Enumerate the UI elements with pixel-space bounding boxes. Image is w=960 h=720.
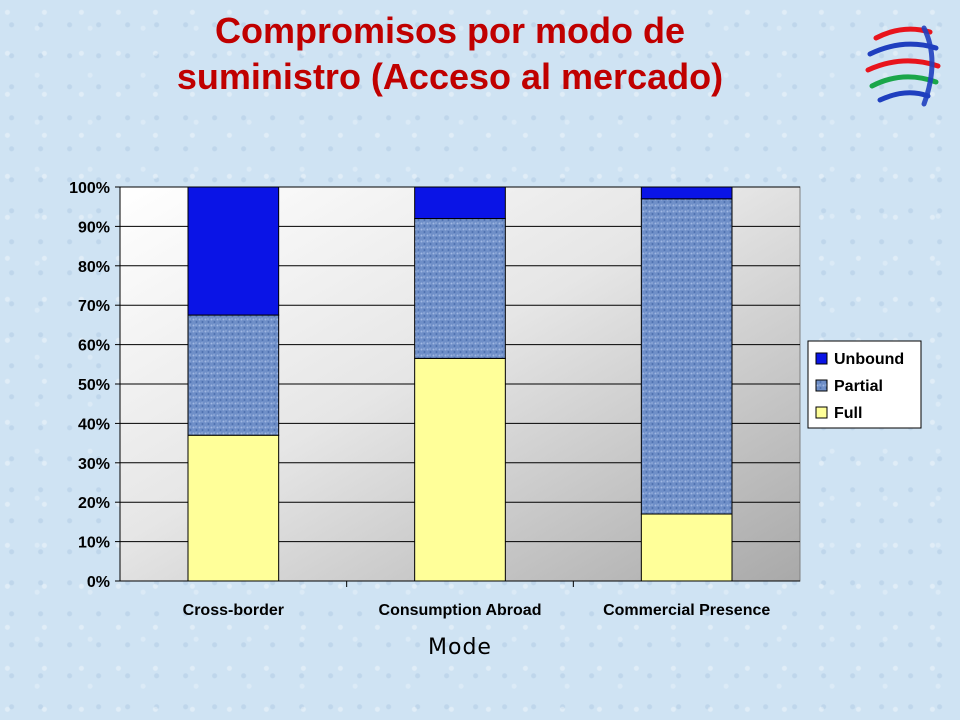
legend-label-unbound: Unbound: [834, 351, 904, 368]
bar-segment-partial: [640, 198, 733, 515]
y-tick-label: 80%: [78, 259, 110, 276]
legend-label-partial: Partial: [834, 378, 883, 395]
x-tick-label: Cross-border: [183, 602, 284, 619]
x-axis-label: Mode: [428, 635, 492, 660]
legend-swatch-full: [815, 406, 828, 419]
x-tick-label: Commercial Presence: [603, 602, 770, 619]
legend-label-full: Full: [834, 405, 862, 422]
bar-segment-full: [187, 434, 280, 582]
legend: Unbound Partial Full: [807, 340, 922, 429]
y-tick-label: 60%: [78, 338, 110, 355]
legend-swatch-partial: [815, 379, 828, 392]
title-line-1: Compromisos por modo de: [214, 10, 686, 51]
y-tick-label: 10%: [78, 535, 110, 552]
title-line-2: suministro (Acceso al mercado): [176, 56, 724, 97]
bar-segment-unbound: [187, 186, 280, 316]
y-tick-label: 70%: [78, 298, 110, 315]
x-tick-label: Consumption Abroad: [379, 602, 542, 619]
y-tick-label: 100%: [69, 180, 110, 197]
y-tick-label: 0%: [87, 574, 110, 591]
bar-segment-full: [640, 513, 733, 582]
y-tick-label: 90%: [78, 219, 110, 236]
y-tick-label: 30%: [78, 456, 110, 473]
bar-segment-partial: [414, 218, 506, 359]
y-tick-label: 20%: [78, 495, 110, 512]
bar-segment-unbound: [414, 186, 506, 220]
legend-swatch-unbound: [815, 352, 828, 365]
wto-logo-icon: [865, 25, 941, 107]
bar-segment-full: [414, 357, 506, 582]
y-tick-label: 50%: [78, 377, 110, 394]
bar-segment-unbound: [640, 186, 733, 200]
page-title: Compromisos por modo de suministro (Acce…: [60, 8, 840, 100]
y-tick-label: 40%: [78, 416, 110, 433]
bar-segment-partial: [187, 314, 280, 436]
